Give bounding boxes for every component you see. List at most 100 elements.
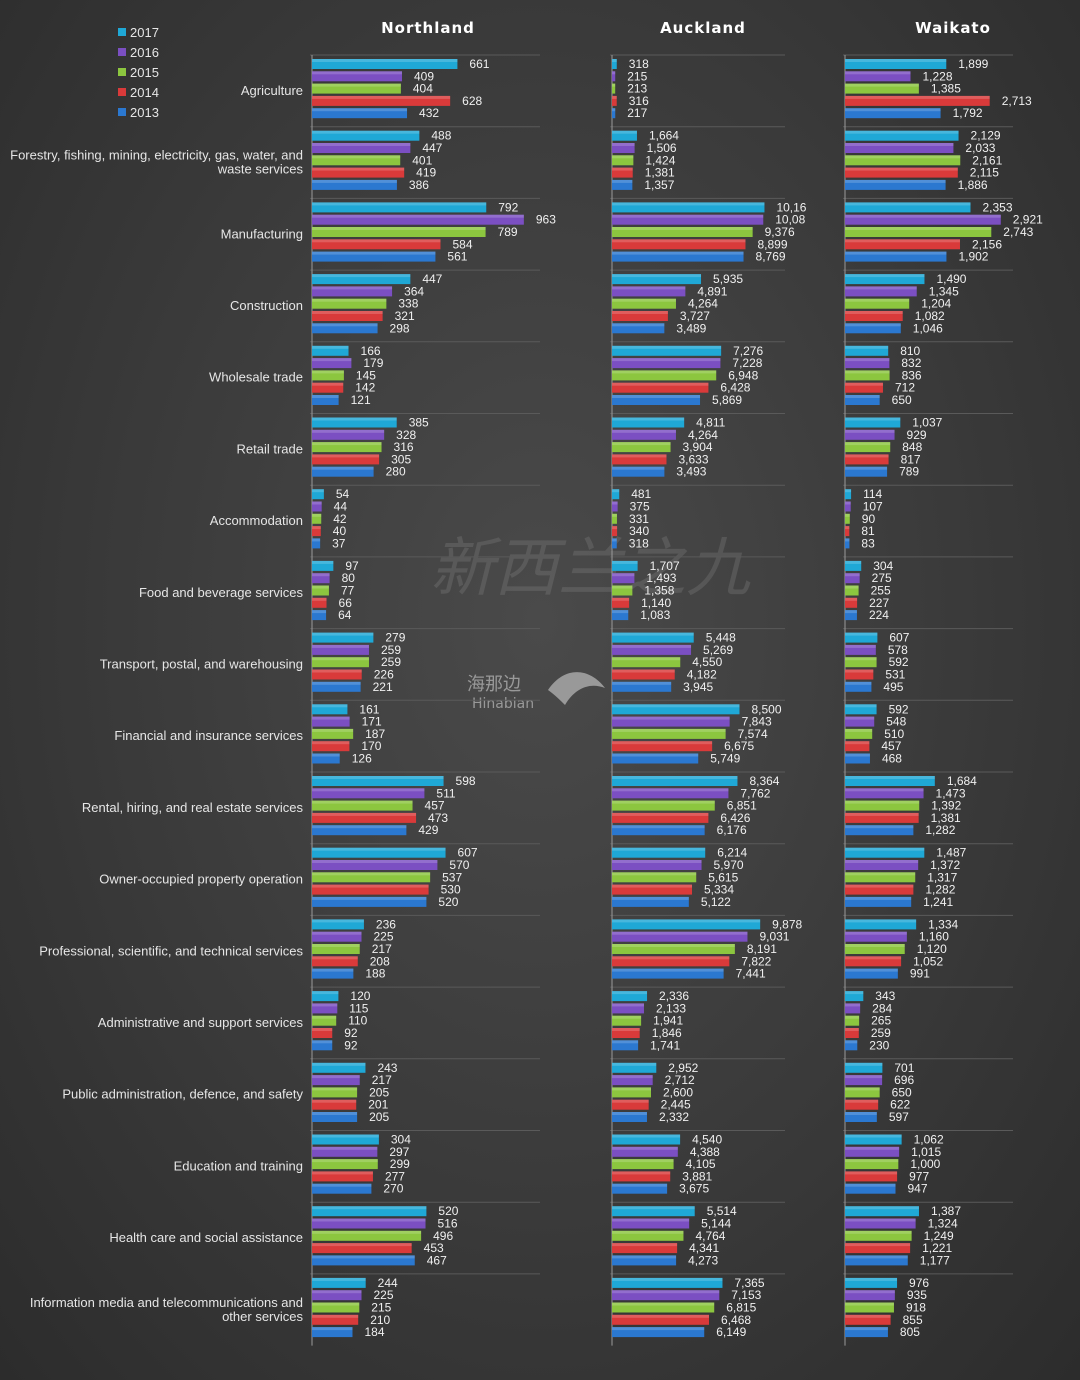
bar xyxy=(312,501,322,512)
bar-highlight xyxy=(612,59,617,62)
value-label: 537 xyxy=(442,870,462,884)
bar-group xyxy=(845,370,890,381)
bar-highlight xyxy=(845,825,914,829)
bar xyxy=(612,884,693,895)
bar xyxy=(845,597,858,608)
bar-highlight xyxy=(312,728,354,732)
bar xyxy=(312,429,385,440)
bar-group xyxy=(845,130,959,141)
value-label: 1,506 xyxy=(647,141,677,155)
bar-highlight xyxy=(612,704,740,708)
bar-highlight xyxy=(312,1062,366,1066)
bar-group xyxy=(845,728,873,739)
value-label: 1,334 xyxy=(928,917,958,931)
category-label: Financial and insurance services xyxy=(114,728,303,743)
bar-group xyxy=(312,59,458,69)
value-label: 225 xyxy=(374,1288,394,1302)
bar-group xyxy=(312,286,393,297)
bar-highlight xyxy=(312,286,393,290)
bar xyxy=(845,884,914,895)
bar xyxy=(612,896,689,907)
value-label: 488 xyxy=(431,129,451,143)
bar-group xyxy=(312,1015,337,1026)
value-label: 789 xyxy=(899,465,919,479)
bar-highlight xyxy=(845,442,891,446)
value-label: 114 xyxy=(863,487,882,501)
value-label: 1,487 xyxy=(936,846,966,860)
value-label: 531 xyxy=(885,668,905,682)
bar-highlight xyxy=(845,95,990,99)
value-label: 5,334 xyxy=(704,883,734,897)
bar-group xyxy=(845,1015,860,1026)
bar-highlight xyxy=(612,896,689,900)
bar-highlight xyxy=(845,1183,896,1187)
value-label: 1,282 xyxy=(925,883,955,897)
bar-group xyxy=(312,454,380,465)
value-label: 991 xyxy=(910,967,930,981)
bar xyxy=(612,800,715,811)
bar-highlight xyxy=(312,1243,412,1247)
legend-label: 2015 xyxy=(130,65,159,80)
bar xyxy=(612,358,721,369)
value-label: 5,514 xyxy=(707,1204,737,1218)
bar xyxy=(312,1134,379,1145)
value-label: 1,490 xyxy=(936,272,966,286)
value-label: 126 xyxy=(352,752,372,766)
bar-group xyxy=(612,991,648,1002)
bar-group xyxy=(312,538,321,549)
bar-group xyxy=(845,501,851,512)
bar-group xyxy=(845,489,852,500)
value-label: 5,448 xyxy=(706,631,736,645)
bar-group xyxy=(845,1062,883,1073)
bar-group xyxy=(312,83,401,94)
bar xyxy=(845,610,857,621)
bar-highlight xyxy=(312,1230,422,1234)
bar-group xyxy=(845,59,947,69)
bar xyxy=(845,1290,895,1301)
bar-group xyxy=(845,1302,894,1313)
bar-group xyxy=(612,501,618,512)
bar-highlight xyxy=(312,919,364,923)
bar xyxy=(845,417,901,428)
bar-highlight xyxy=(845,382,883,386)
bar xyxy=(845,358,890,369)
bar-group xyxy=(612,872,697,883)
bar xyxy=(612,395,701,405)
bar-highlight xyxy=(312,395,339,398)
bar-group xyxy=(312,489,324,500)
bar xyxy=(845,1171,898,1182)
bar xyxy=(312,644,369,655)
bar xyxy=(845,1099,879,1110)
bar xyxy=(845,1040,858,1051)
bar-highlight xyxy=(312,538,321,542)
value-label: 817 xyxy=(901,452,921,466)
bar-highlight xyxy=(845,776,935,779)
bar xyxy=(312,1040,333,1051)
bar-highlight xyxy=(312,956,358,960)
bar-group xyxy=(845,657,877,668)
value-label: 7,153 xyxy=(731,1288,761,1302)
bar-group xyxy=(312,513,322,524)
bar-group xyxy=(312,1040,333,1051)
bar xyxy=(845,454,889,465)
bar-highlight xyxy=(845,681,872,685)
bar-highlight xyxy=(845,812,919,816)
bar-group xyxy=(612,644,692,655)
bar-group xyxy=(312,1218,426,1229)
bar xyxy=(612,825,705,836)
bar xyxy=(845,71,911,82)
bar-highlight xyxy=(312,227,486,230)
bar-highlight xyxy=(312,1112,358,1115)
bar-highlight xyxy=(612,298,676,302)
value-label: 213 xyxy=(627,82,647,96)
bar-highlight xyxy=(845,429,895,433)
bar-group xyxy=(312,753,340,764)
bar xyxy=(312,143,411,153)
bar xyxy=(612,644,692,655)
bar-highlight xyxy=(845,632,878,636)
bar-group xyxy=(312,130,420,141)
bar-group xyxy=(312,872,431,883)
bar-group xyxy=(845,429,895,440)
bar-group xyxy=(312,681,361,692)
